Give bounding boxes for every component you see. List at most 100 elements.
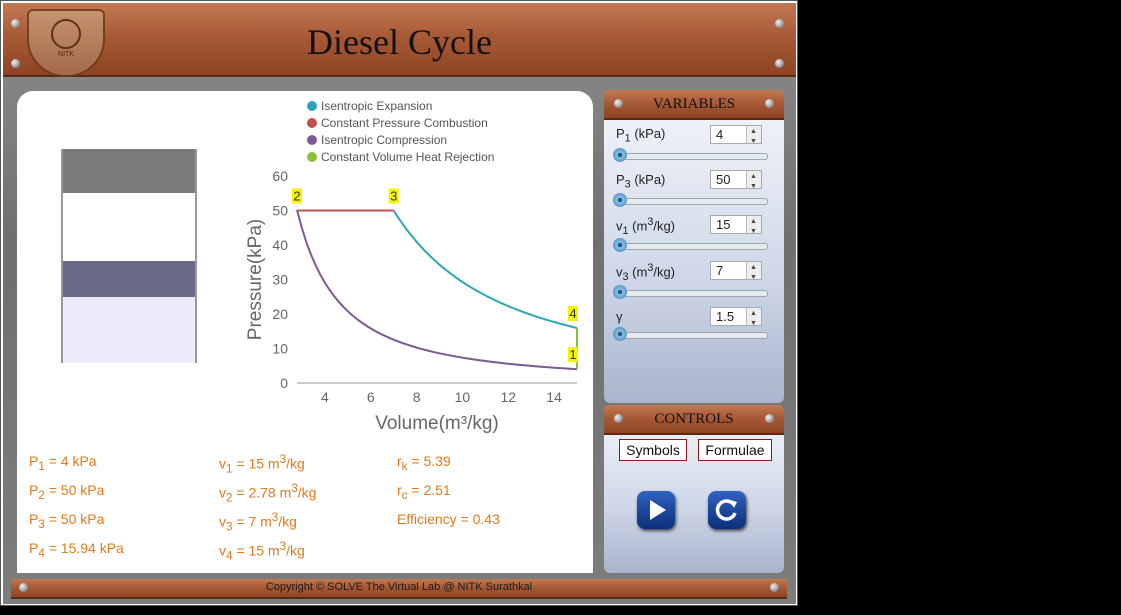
formulae-button[interactable]: Formulae <box>698 439 772 461</box>
point-label-highlight <box>388 188 399 204</box>
result-efficiency: Efficiency = 0.43 <box>397 511 500 527</box>
y-axis-label: Pressure(kPa) <box>245 219 266 340</box>
state-point-label: 2 <box>293 189 300 204</box>
legend-dot-icon <box>307 134 317 145</box>
slider-knob-icon[interactable] <box>613 238 627 252</box>
reset-icon <box>715 499 737 521</box>
variables-title: VARIABLES <box>652 96 736 112</box>
chart-legend: Isentropic Expansion Constant Pressure C… <box>307 97 494 165</box>
spinner-arrows-icon[interactable] <box>746 259 761 286</box>
gamma-value: 1.5 <box>716 309 735 324</box>
v3-value: 7 <box>716 263 724 278</box>
legend-label: Isentropic Expansion <box>321 98 433 113</box>
p1-spinner[interactable]: 4 <box>710 123 762 150</box>
logo-text: NITK <box>58 51 74 58</box>
spinner-arrows-icon[interactable] <box>746 168 761 195</box>
rivet-icon <box>770 583 779 592</box>
label-v3: v3 (m3/kg) <box>616 262 676 283</box>
y-tick-label: 50 <box>272 203 288 219</box>
legend-label: Constant Volume Heat Rejection <box>321 149 495 164</box>
legend-dot-icon <box>307 151 317 162</box>
spinner-arrows-icon[interactable] <box>746 213 761 240</box>
result-compression-ratio: rk = 5.39 <box>397 453 451 473</box>
v1-slider[interactable] <box>613 238 768 252</box>
legend-dot-icon <box>307 117 317 128</box>
y-tick-label: 20 <box>272 306 288 322</box>
result-p4: P4 = 15.94 kPa <box>29 540 124 560</box>
controls-heading: CONTROLS <box>604 405 784 435</box>
y-tick-label: 60 <box>272 168 288 184</box>
gamma-spinner[interactable]: 1.5 <box>710 305 762 332</box>
symbols-button[interactable]: Symbols <box>619 439 687 461</box>
result-v2: v2 = 2.78 m3/kg <box>219 482 317 505</box>
result-v3: v3 = 7 m3/kg <box>219 511 297 534</box>
play-icon <box>650 500 666 520</box>
rivet-icon <box>765 99 774 108</box>
legend-item: Isentropic Expansion <box>307 97 494 114</box>
y-tick-label: 10 <box>272 341 288 357</box>
v3-spinner[interactable]: 7 <box>710 259 762 286</box>
x-tick-label: 12 <box>500 389 516 405</box>
point-label-highlight <box>292 188 302 204</box>
x-tick-label: 4 <box>321 389 329 405</box>
simulation-stage: NITK Diesel Cycle Isentropic Expansion C… <box>3 3 796 604</box>
controls-panel: CONTROLS Symbols Formulae <box>604 405 784 573</box>
gas-volume <box>63 297 195 363</box>
legend-item: Constant Volume Heat Rejection <box>307 148 494 165</box>
y-tick-label: 30 <box>272 272 288 288</box>
slider-knob-icon[interactable] <box>613 148 627 162</box>
slider-knob-icon[interactable] <box>613 193 627 207</box>
series-line <box>296 209 578 371</box>
institute-logo: NITK <box>27 9 105 77</box>
label-gamma: γ <box>616 309 623 324</box>
p3-value: 50 <box>716 172 731 187</box>
variables-panel: VARIABLES P1 (kPa) 4 P3 (kPa) 50 v1 (m3/… <box>604 90 784 403</box>
cylinder-head <box>63 149 195 193</box>
spinner-arrows-icon[interactable] <box>746 305 761 332</box>
legend-item: Isentropic Compression <box>307 131 494 148</box>
point-label-highlight <box>568 306 578 322</box>
slider-knob-icon[interactable] <box>613 285 627 299</box>
slider-knob-icon[interactable] <box>613 327 627 341</box>
spinner-arrows-icon[interactable] <box>746 123 761 150</box>
x-tick-label: 14 <box>546 389 562 405</box>
variables-heading: VARIABLES <box>604 90 784 120</box>
result-p2: P2 = 50 kPa <box>29 482 105 502</box>
rivet-icon <box>614 414 623 423</box>
gamma-slider[interactable] <box>613 327 768 341</box>
p1-value: 4 <box>716 127 724 142</box>
rivet-icon <box>775 59 784 68</box>
state-point-label: 1 <box>569 347 576 362</box>
piston-cylinder-diagram <box>61 149 197 363</box>
legend-label: Constant Pressure Combustion <box>321 115 488 130</box>
reset-button[interactable] <box>708 491 746 529</box>
v1-value: 15 <box>716 217 731 232</box>
label-p1: P1 (kPa) <box>616 126 666 145</box>
title-bar: NITK Diesel Cycle <box>3 3 796 77</box>
controls-title: CONTROLS <box>654 411 734 427</box>
v3-slider[interactable] <box>613 285 768 299</box>
piston <box>63 261 195 297</box>
p3-spinner[interactable]: 50 <box>710 168 762 195</box>
cylinder-space <box>63 193 195 261</box>
play-button[interactable] <box>637 491 675 529</box>
y-tick-label: 40 <box>272 237 288 253</box>
copyright-text: Copyright © SOLVE The Virtual Lab @ NITK… <box>265 581 533 593</box>
result-v1: v1 = 15 m3/kg <box>219 453 305 476</box>
result-p1: P1 = 4 kPa <box>29 453 97 473</box>
result-v4: v4 = 15 m3/kg <box>219 540 305 563</box>
rivet-icon <box>765 414 774 423</box>
rivet-icon <box>614 99 623 108</box>
rivet-icon <box>11 19 20 28</box>
legend-label: Isentropic Compression <box>321 132 448 147</box>
p1-slider[interactable] <box>613 148 768 162</box>
rivet-icon <box>19 583 28 592</box>
label-p3: P3 (kPa) <box>616 172 666 191</box>
p3-slider[interactable] <box>613 193 768 207</box>
page-title: Diesel Cycle <box>307 22 492 62</box>
v1-spinner[interactable]: 15 <box>710 213 762 240</box>
logo-emblem-icon <box>51 19 81 49</box>
legend-item: Constant Pressure Combustion <box>307 114 494 131</box>
point-label-highlight <box>568 347 578 363</box>
label-v1: v1 (m3/kg) <box>616 216 676 237</box>
